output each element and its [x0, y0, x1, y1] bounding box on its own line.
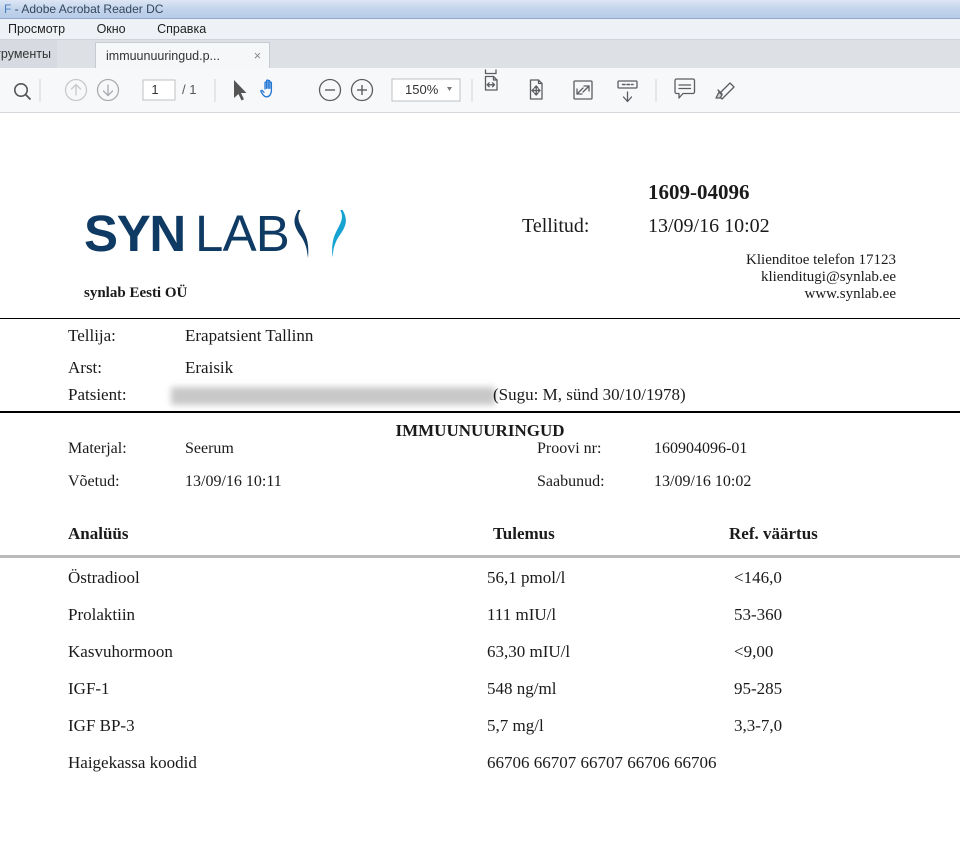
- svg-text:SYN: SYN: [84, 210, 185, 262]
- svg-text:LAB: LAB: [195, 210, 289, 262]
- svg-text:/ 1: / 1: [182, 82, 196, 97]
- svg-text:150%: 150%: [405, 82, 439, 97]
- svg-text:1: 1: [151, 82, 158, 97]
